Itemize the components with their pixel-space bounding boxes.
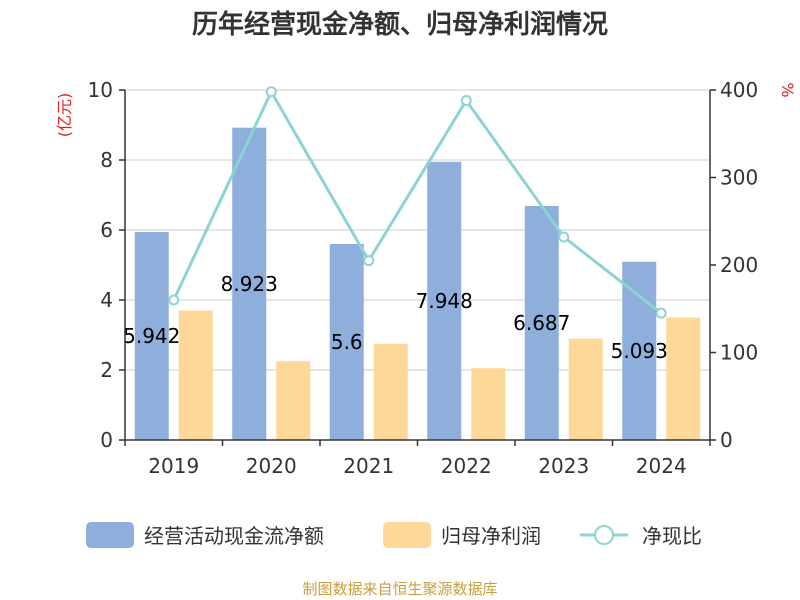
data-labels: 5.942 8.923 5.6 7.948 6.687 5.093 [123,272,668,363]
cashflow-data-label: 5.6 [331,330,363,354]
left-axis-unit: (亿元) [55,93,74,138]
ratio-point [460,95,472,106]
legend-swatch-cashflow [86,522,134,548]
netprofit-bar [666,317,701,440]
x-tick-label: 2020 [246,454,297,478]
right-tick-label: 300 [720,166,758,190]
ratio-point [558,231,570,243]
right-tick-label: 0 [720,428,733,452]
ratio-point [265,86,277,98]
x-tick-label: 2024 [636,454,687,478]
left-tick-label: 0 [100,428,113,452]
cashflow-data-label: 6.687 [513,311,570,335]
cashflow-data-label: 7.948 [416,289,473,313]
left-tick-label: 10 [88,78,113,102]
left-tick-label: 6 [100,218,113,242]
ratio-series-line [172,88,663,315]
right-tick-label: 400 [720,78,758,102]
legend-label-cashflow: 经营活动现金流净额 [144,524,324,548]
cashflow-bar [427,161,462,440]
netprofit-bar [568,338,603,440]
legend-label-netprofit: 归母净利润 [441,524,541,548]
x-tick-label: 2021 [343,454,394,478]
legend-marker-ratio [594,525,614,545]
cashflow-bar [329,244,364,440]
netprofit-bar [471,368,506,440]
x-tick-label: 2022 [441,454,492,478]
left-tick-label: 4 [100,288,113,312]
legend: 经营活动现金流净额 归母净利润 净现比 [86,522,702,548]
netprofit-bar [178,310,213,440]
right-tick-label: 100 [720,341,758,365]
cashflow-data-label: 8.923 [221,272,278,296]
ratio-point [655,307,667,319]
x-tick-label: 2023 [538,454,589,478]
netprofit-bar [373,343,408,440]
ratio-point [168,294,180,306]
cashflow-bar [232,127,267,440]
cashflow-bar [134,232,169,440]
cashflow-data-label: 5.942 [123,324,180,348]
legend-label-ratio: 净现比 [642,524,702,548]
right-tick-label: 200 [720,253,758,277]
chart-title: 历年经营现金净额、归母净利润情况 [192,9,608,40]
cashflow-bar [622,261,657,440]
source-note: 制图数据来自恒生聚源数据库 [302,580,497,598]
cashflow-bar [524,205,559,440]
netprofit-bar [276,361,311,440]
grid-lines [125,89,710,371]
legend-swatch-netprofit [383,522,431,548]
cashflow-data-label: 5.093 [611,339,668,363]
bars [134,127,701,440]
right-axis-unit: % [778,82,797,97]
left-tick-label: 8 [100,148,113,172]
x-tick-label: 2019 [148,454,199,478]
ratio-point [363,255,375,267]
ratio-line [168,86,667,319]
left-tick-label: 2 [100,358,113,382]
